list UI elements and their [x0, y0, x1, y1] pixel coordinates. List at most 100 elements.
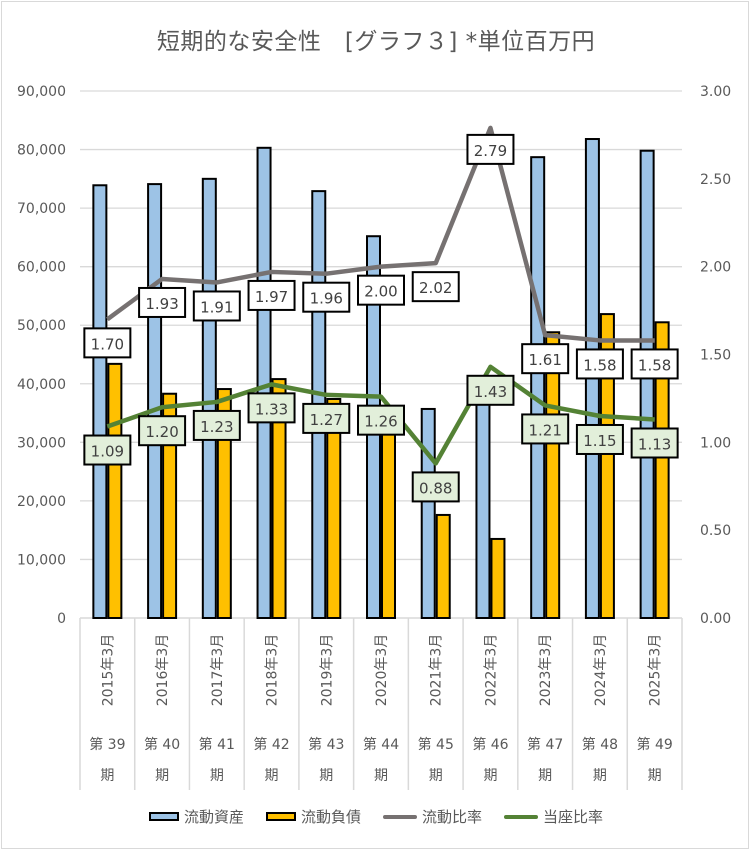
quick-ratio-data-label: 1.09: [83, 434, 132, 466]
current-ratio-data-label: 1.61: [521, 343, 570, 375]
category-period-suffix: 期: [265, 768, 279, 784]
y-left-tick-label: 0: [57, 611, 66, 627]
y-left-tick-label: 80,000: [17, 143, 66, 159]
category-date-label: 2022年3月: [483, 634, 499, 707]
legend-swatch-line: [504, 814, 539, 819]
legend-item: 流動比率: [383, 806, 482, 827]
current-liabilities-bar: [490, 537, 506, 620]
data-label-box: [575, 348, 624, 380]
y-right-tick-label: 2.50: [700, 172, 731, 188]
y-right-tick-label: 2.00: [700, 260, 731, 276]
data-label-text: 2.00: [364, 283, 397, 301]
quick-ratio-data-label: 1.23: [192, 409, 241, 441]
data-label-text: 1.27: [310, 411, 343, 429]
category-date-label: 2016年3月: [155, 634, 171, 707]
data-label-text: 0.88: [419, 479, 452, 497]
quick-ratio-data-label: 1.26: [357, 404, 405, 436]
quick-ratio-data-label: 1.27: [302, 402, 351, 434]
legend-item: 流動負債: [265, 806, 361, 827]
category-period-suffix: 期: [210, 768, 224, 784]
legend-item: 流動資産: [148, 806, 244, 827]
y-left-tick-label: 10,000: [17, 552, 66, 568]
data-label-text: 1.09: [91, 443, 124, 461]
data-label-box: [466, 133, 515, 165]
data-label-text: 2.02: [419, 279, 452, 297]
data-label-text: 1.58: [638, 356, 671, 374]
current-ratio-data-label: 1.58: [630, 348, 679, 380]
data-label-box: [192, 409, 241, 441]
category-date-label: 2018年3月: [265, 634, 281, 707]
category-period-suffix: 期: [319, 768, 333, 784]
data-label-box: [357, 274, 405, 306]
category-period-suffix: 期: [483, 768, 497, 784]
current-assets-bar: [420, 407, 436, 619]
data-label-box: [575, 423, 624, 455]
data-label-box: [411, 471, 460, 503]
data-label-text: 1.96: [310, 290, 343, 308]
quick-ratio-data-label: 1.15: [575, 423, 624, 455]
data-label-text: 1.70: [91, 335, 124, 353]
y-right-tick-label: 1.00: [700, 435, 731, 451]
y-left-tick-label: 50,000: [17, 318, 66, 334]
category-period-label: 第 48: [582, 736, 618, 753]
data-label-box: [630, 348, 679, 380]
current-assets-bar: [92, 184, 108, 619]
current-liabilities-bar: [107, 362, 123, 619]
data-label-box: [247, 392, 296, 424]
legend-label: 流動比率: [422, 808, 483, 826]
current-ratio-line: [106, 125, 655, 343]
current-liabilities-bar: [271, 378, 287, 619]
data-label-text: 2.79: [474, 142, 507, 160]
legend-swatch-bar: [148, 812, 179, 821]
data-label-box: [521, 413, 570, 445]
y-right-tick-label: 0.50: [700, 523, 731, 539]
data-label-text: 1.91: [200, 298, 233, 316]
data-label-text: 1.93: [145, 295, 178, 313]
legend: 流動資産 流動負債 流動比率 当座比率: [0, 806, 752, 827]
data-label-text: 1.33: [255, 400, 288, 418]
category-period-suffix: 期: [429, 768, 443, 784]
category-period-suffix: 期: [538, 768, 552, 784]
bar-series: [92, 138, 670, 620]
current-liabilities-bar: [435, 513, 451, 619]
current-assets-bar: [201, 177, 217, 619]
current-assets-bar: [475, 396, 491, 619]
legend-label: 当座比率: [543, 808, 604, 826]
category-period-suffix: 期: [593, 768, 607, 784]
y-axis-left: 0 10,000 20,000 30,000 40,000 50,000 60,000 70,…: [17, 84, 66, 627]
current-ratio-data-label: 1.58: [575, 348, 624, 380]
data-label-text: 1.97: [255, 288, 288, 306]
current-ratio-data-label: 2.79: [466, 133, 515, 165]
line-series: [106, 125, 655, 466]
data-label-text: 1.26: [364, 413, 397, 431]
current-ratio-data-label: 1.97: [247, 279, 296, 311]
y-left-tick-label: 30,000: [17, 435, 66, 451]
current-assets-bar: [639, 149, 655, 620]
current-ratio-data-label: 1.96: [302, 281, 351, 313]
category-period-suffix: 期: [374, 768, 388, 784]
current-liabilities-bar: [216, 388, 232, 620]
quick-ratio-data-label: 1.43: [466, 374, 515, 406]
current-liabilities-bar: [599, 313, 615, 619]
current-ratio-data-label: 2.02: [411, 271, 460, 303]
data-label-text: 1.13: [638, 435, 671, 453]
data-label-box: [138, 286, 187, 318]
current-assets-bar: [147, 183, 163, 619]
category-period-label: 第 46: [472, 736, 508, 753]
data-labels: 1.70 1.93 1.91 1.97 1.96 2.00 2.02 2.79 1.61 1.58…: [83, 133, 679, 503]
data-label-box: [302, 281, 351, 313]
quick-ratio-data-label: 1.20: [138, 415, 187, 447]
quick-ratio-data-label: 1.21: [521, 413, 570, 445]
current-assets-bar: [256, 146, 272, 619]
data-label-box: [138, 415, 187, 447]
current-ratio-data-label: 2.00: [357, 274, 405, 306]
category-period-label: 第 41: [199, 736, 235, 753]
current-ratio-data-label: 1.91: [192, 290, 241, 322]
category-period-label: 第 39: [89, 736, 125, 753]
data-label-text: 1.20: [145, 423, 178, 441]
quick-ratio-data-label: 1.33: [247, 392, 296, 424]
category-date-label: 2024年3月: [593, 634, 609, 707]
quick-ratio-line: [106, 364, 655, 466]
